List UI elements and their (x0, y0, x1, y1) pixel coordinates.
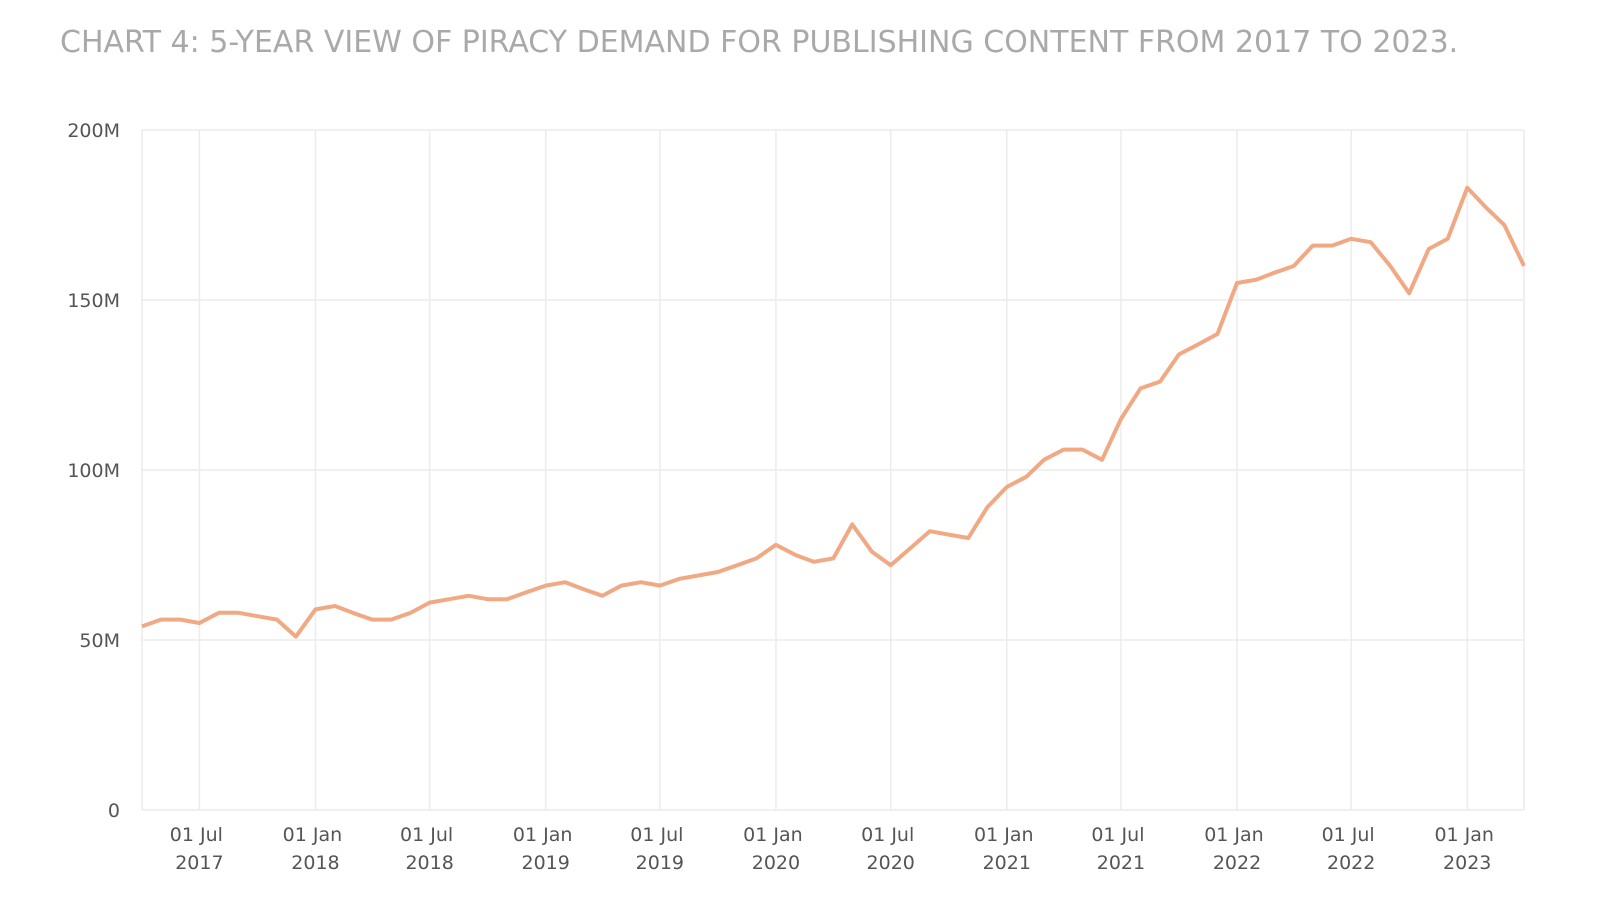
x-tick-label: 01 Jan 2023 (1434, 824, 1500, 874)
x-tick-label: 01 Jul 2019 (630, 824, 689, 874)
x-tick-label: 01 Jul 2020 (861, 824, 920, 874)
data-line (141, 185, 1526, 639)
y-tick-label: 200M (67, 120, 120, 142)
x-tick-label: 01 Jan 2019 (513, 824, 579, 874)
chart-title: CHART 4: 5-YEAR VIEW OF PIRACY DEMAND FO… (60, 25, 1458, 60)
y-tick-label: 100M (67, 460, 120, 482)
x-tick-label: 01 Jan 2021 (974, 824, 1040, 874)
x-tick-label: 01 Jan 2022 (1204, 824, 1270, 874)
y-tick-label: 150M (67, 290, 120, 312)
x-tick-label: 01 Jul 2017 (170, 824, 229, 874)
y-tick-label: 0 (108, 800, 120, 822)
x-tick-label: 01 Jul 2022 (1322, 824, 1381, 874)
x-tick-label: 01 Jan 2018 (283, 824, 349, 874)
x-tick-label: 01 Jan 2020 (743, 824, 809, 874)
x-tick-label: 01 Jul 2021 (1091, 824, 1150, 874)
y-tick-label: 50M (79, 630, 120, 652)
x-tick-label: 01 Jul 2018 (400, 824, 459, 874)
